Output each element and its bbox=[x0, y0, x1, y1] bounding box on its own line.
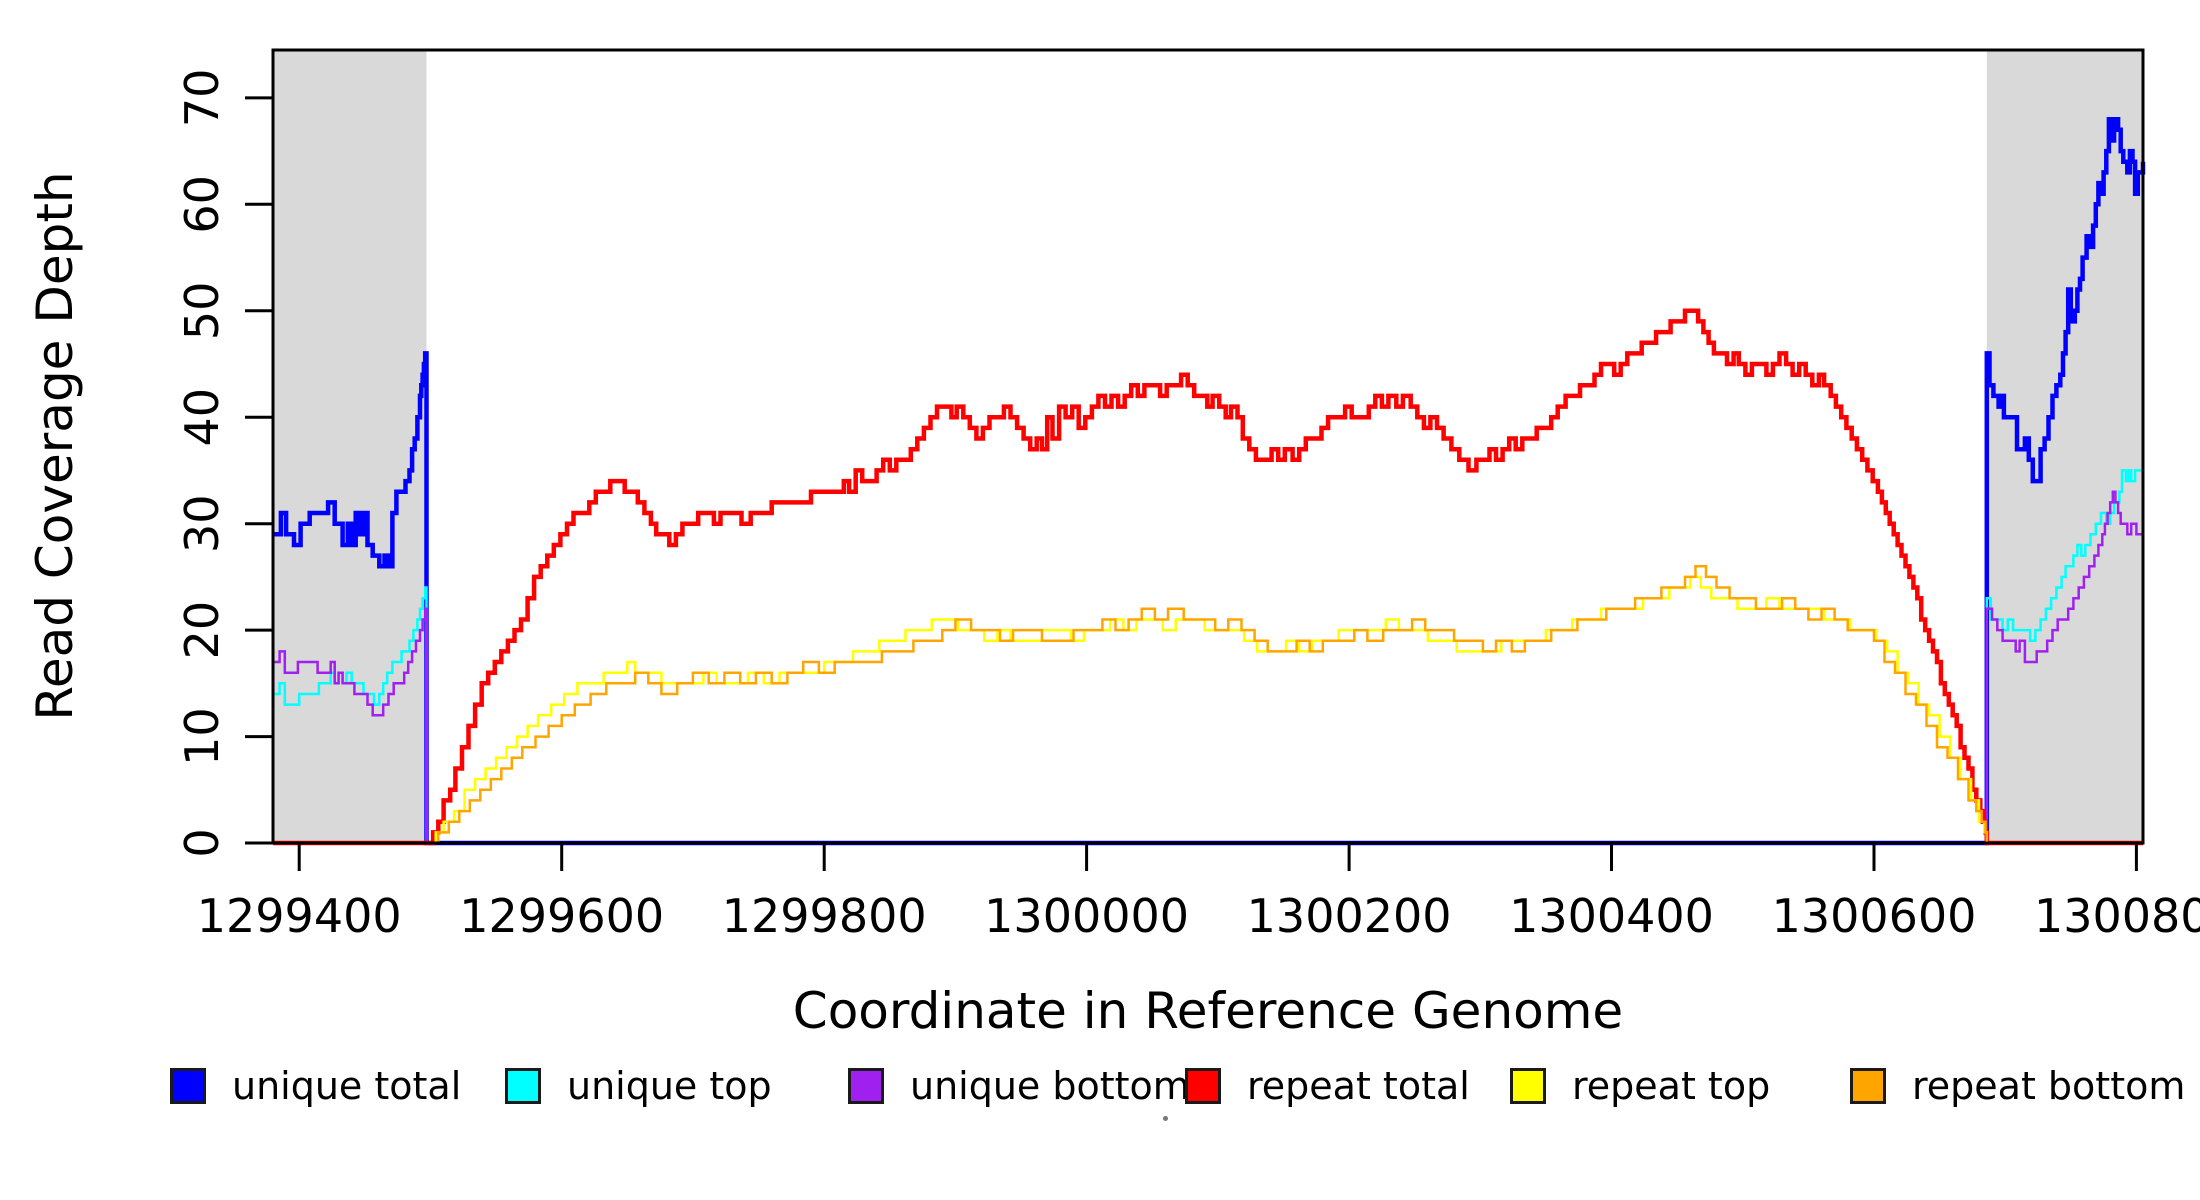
x-axis-title: Coordinate in Reference Genome bbox=[793, 982, 1623, 1040]
x-tick-label: 1300600 bbox=[1772, 889, 1977, 943]
coverage-plot: 1299400 1299600 1299800 1300000 1300200 13004… bbox=[26, 48, 2200, 1040]
y-tick-label: 40 bbox=[175, 388, 229, 447]
y-tick-label: 10 bbox=[175, 707, 229, 766]
series-group bbox=[273, 116, 2146, 846]
legend-swatch-unique-top bbox=[505, 1068, 541, 1104]
series-unique-total-line bbox=[273, 116, 2146, 846]
legend-swatch-repeat-top bbox=[1510, 1068, 1546, 1104]
y-tick-label: 0 bbox=[175, 828, 229, 857]
series-repeat-top-line bbox=[273, 575, 2143, 845]
legend: unique total unique top unique bottom re… bbox=[0, 1064, 2200, 1124]
x-tick-label: 1300400 bbox=[1509, 889, 1714, 943]
x-tick-label: 1299400 bbox=[197, 889, 402, 943]
legend-label-unique-top: unique top bbox=[567, 1064, 772, 1108]
legend-item-repeat-total: repeat total bbox=[1185, 1064, 1470, 1108]
legend-label-repeat-total: repeat total bbox=[1247, 1064, 1470, 1108]
series-repeat-total-line bbox=[273, 308, 2143, 846]
x-tick-label: 1300000 bbox=[984, 889, 1189, 943]
legend-item-unique-top: unique top bbox=[505, 1064, 772, 1108]
flank-region bbox=[273, 50, 427, 843]
flank-shading-group bbox=[273, 50, 2143, 843]
flank-region bbox=[1986, 50, 2143, 843]
legend-swatch-unique-bottom bbox=[848, 1068, 884, 1104]
legend-item-unique-total: unique total bbox=[170, 1064, 461, 1108]
legend-label-unique-total: unique total bbox=[232, 1064, 462, 1108]
x-tick-label: 1300200 bbox=[1247, 889, 1452, 943]
y-tick-label: 50 bbox=[175, 282, 229, 341]
y-axis-ticks: 0 10 20 30 40 50 60 70 bbox=[175, 69, 273, 858]
series-repeat-bottom-line bbox=[273, 564, 2143, 845]
legend-item-unique-bottom: unique bottom bbox=[848, 1064, 1190, 1108]
series-unique-bottom-line bbox=[273, 490, 2143, 845]
legend-swatch-repeat-bottom bbox=[1850, 1068, 1886, 1104]
legend-swatch-repeat-total bbox=[1185, 1068, 1221, 1104]
stray-mark bbox=[1163, 1116, 1168, 1121]
y-tick-label: 70 bbox=[175, 69, 229, 128]
legend-item-repeat-bottom: repeat bottom bbox=[1850, 1064, 2185, 1108]
legend-label-repeat-bottom: repeat bottom bbox=[1912, 1064, 2186, 1108]
y-tick-label: 60 bbox=[175, 175, 229, 234]
x-tick-label: 1299800 bbox=[722, 889, 927, 943]
x-tick-label: 1299600 bbox=[459, 889, 664, 943]
legend-item-repeat-top: repeat top bbox=[1510, 1064, 1770, 1108]
legend-label-repeat-top: repeat top bbox=[1572, 1064, 1771, 1108]
y-tick-label: 30 bbox=[175, 494, 229, 553]
x-axis-ticks: 1299400 1299600 1299800 1300000 1300200 13004… bbox=[197, 843, 2200, 943]
plot-border bbox=[271, 48, 2145, 845]
legend-swatch-unique-total bbox=[170, 1068, 206, 1104]
y-axis-title: Read Coverage Depth bbox=[26, 171, 84, 720]
series-unique-top-line bbox=[273, 469, 2143, 845]
legend-label-unique-bottom: unique bottom bbox=[910, 1064, 1190, 1108]
y-tick-label: 20 bbox=[175, 601, 229, 660]
